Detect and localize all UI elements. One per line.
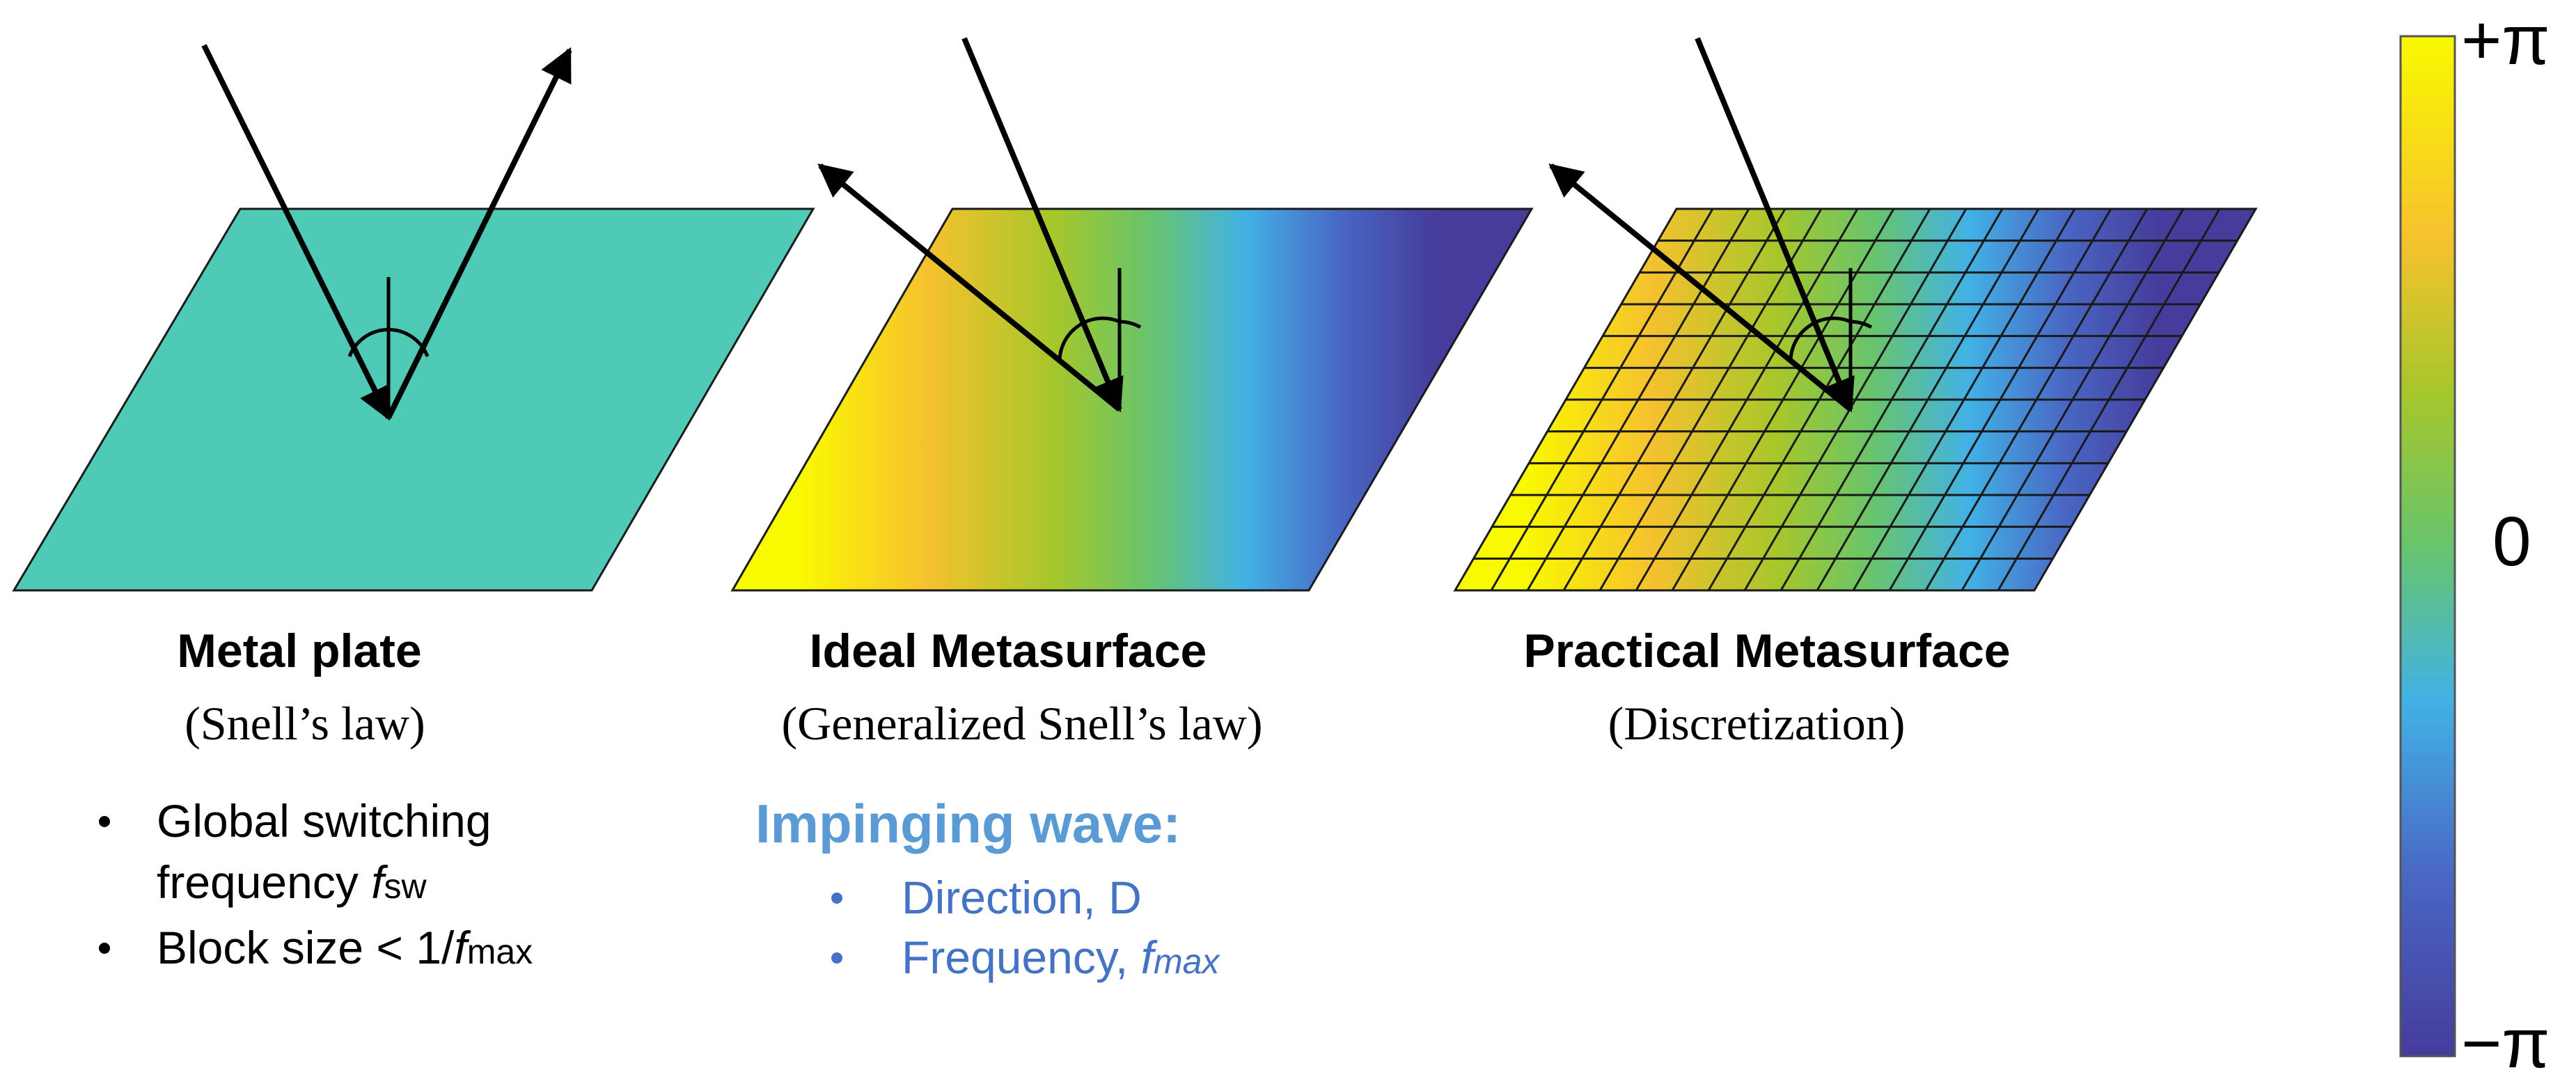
note-item-1-line-1: Global switching [157,795,492,847]
impinging-wave-title: Impinging wave: [755,793,1181,854]
angle-arc [1789,316,1851,363]
angle-arc [1058,316,1120,363]
colorbar-gradient [2399,35,2456,1058]
panel-title-metal-plate: Metal plate [177,625,421,677]
bullet-dot [831,893,842,904]
colorbar-top-label: +π [2461,1,2550,79]
impinging-wave-frequency: Frequency, fmax [902,932,1220,983]
impinging-wave-notes: Impinging wave: Direction, D Frequency, … [755,793,1220,983]
panel-subtitle-ideal-metasurface: (Generalized Snell’s law) [781,697,1262,750]
bullet-dot [99,816,110,827]
ideal-metasurface-surface [730,207,1534,592]
metal-plate-panel [12,44,815,592]
bullet-dot [831,952,842,964]
panel-title-ideal-metasurface: Ideal Metasurface [810,625,1207,677]
impinging-wave-direction: Direction, D [902,872,1142,923]
metal-plate-notes: Global switching frequency fsw Block siz… [99,795,533,973]
practical-metasurface-panel [1453,37,2258,592]
colorbar-bottom-label: −π [2461,1005,2550,1083]
phase-colorbar: +π 0 −π [2399,1,2550,1083]
incident-ray [961,37,1124,413]
reflected-ray [386,47,572,419]
anomalous-reflected-ray [817,163,1122,412]
incident-ray [1695,37,1855,413]
note-item-1-line-2: frequency fsw [157,856,427,908]
metal-plate-surface [12,207,815,592]
anomalous-reflected-ray [1548,163,1853,412]
colorbar-mid-label: 0 [2492,503,2531,581]
panel-subtitle-metal-plate: (Snell’s law) [184,697,425,750]
bullet-dot [99,943,110,954]
discretization-grid [1473,208,2238,591]
panel-title-practical-metasurface: Practical Metasurface [1523,625,2010,677]
incident-ray [201,44,391,421]
angle-arc [347,328,430,357]
panel-subtitle-practical-metasurface: (Discretization) [1608,697,1906,750]
note-item-2: Block size < 1/fmax [157,922,533,973]
ideal-metasurface-panel [730,37,1534,592]
